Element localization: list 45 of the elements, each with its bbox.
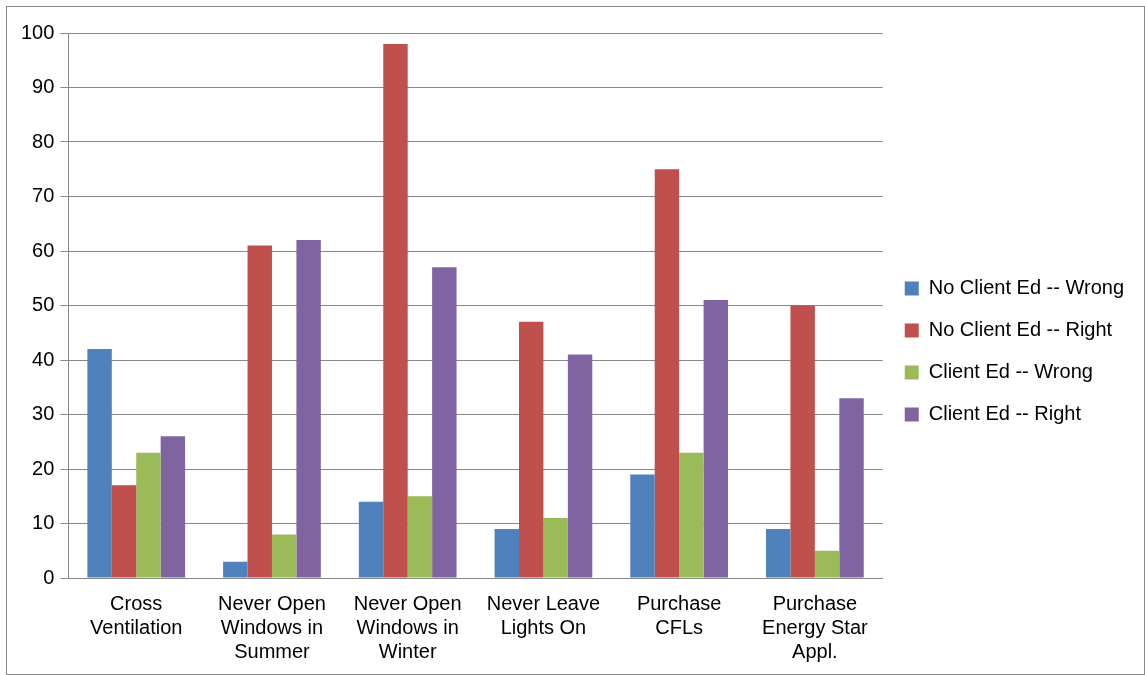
bar — [296, 240, 321, 578]
bar — [383, 43, 408, 578]
bar — [247, 245, 272, 578]
x-tick-label: Cross Ventilation — [90, 591, 183, 638]
bar — [543, 518, 568, 578]
bar — [703, 300, 729, 578]
y-tick-label: 100 — [20, 20, 55, 43]
bar — [87, 349, 112, 578]
legend-label: Client Ed -- Wrong — [928, 360, 1093, 383]
y-tick-label: 60 — [32, 238, 55, 261]
y-tick-label: 50 — [32, 293, 55, 316]
bar — [432, 267, 457, 578]
x-tick-label: Purchase Energy Star Appl. — [762, 591, 869, 662]
bar — [111, 485, 137, 578]
bar — [567, 354, 593, 578]
y-tick-label: 40 — [32, 347, 55, 370]
bar — [494, 528, 519, 578]
x-tick-label: Purchase CFLs — [636, 591, 722, 638]
bar — [679, 452, 704, 578]
x-tick-label: Never Leave Lights On — [486, 591, 601, 638]
legend-label: Client Ed -- Right — [928, 402, 1082, 425]
y-tick-label: 30 — [32, 402, 55, 425]
bar — [358, 501, 384, 578]
y-tick-label: 10 — [32, 511, 55, 534]
bar — [839, 398, 864, 578]
y-tick-label: 90 — [32, 75, 55, 98]
y-tick-label: 80 — [32, 129, 55, 152]
bar — [223, 561, 248, 578]
x-tick-label: Never Open Windows in Summer — [218, 591, 326, 662]
bar — [654, 169, 680, 578]
legend-label: No Client Ed -- Right — [928, 318, 1113, 341]
bar — [814, 550, 840, 578]
bar — [271, 534, 297, 578]
bar — [766, 528, 791, 578]
x-tick-label: Never Open Windows in Winter — [353, 591, 462, 662]
bar — [136, 452, 161, 578]
y-tick-label: 20 — [32, 456, 55, 479]
y-tick-label: 0 — [43, 565, 55, 588]
legend-label: No Client Ed -- Wrong — [928, 276, 1125, 299]
bar — [518, 321, 544, 578]
bar — [407, 496, 433, 578]
bar — [160, 436, 186, 578]
bar — [790, 305, 815, 578]
bar — [630, 474, 655, 578]
y-tick-label: 70 — [32, 184, 55, 207]
